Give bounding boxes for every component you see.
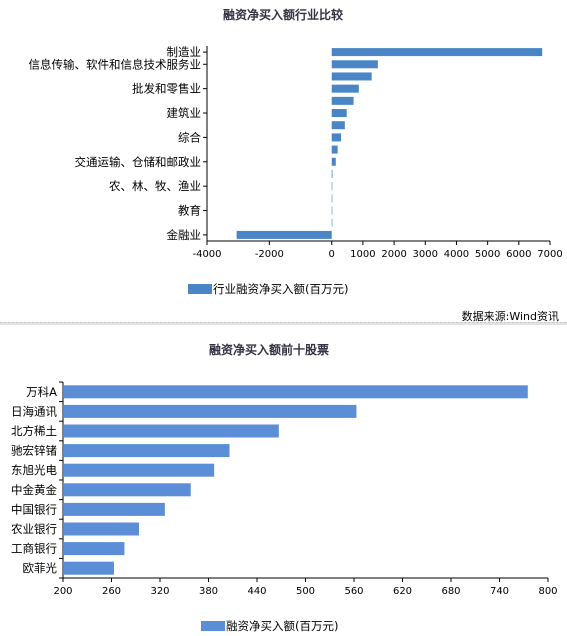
chart1-bar [331,133,342,142]
chart2-bar [64,483,191,497]
chart1-bar [331,218,333,227]
chart1-category-label: 金融业 [167,228,202,242]
chart2-bar [64,463,215,477]
chart1-bar [331,169,333,178]
source-note: 数据来源:Wind资讯 [462,309,559,323]
chart2-category-label: 欧菲光 [23,561,58,575]
chart2-category-label: 东旭光电 [11,463,57,477]
chart1-bar [331,182,333,191]
chart1-category-labels: 制造业信息传输、软件和信息技术服务业批发和零售业建筑业综合交通运输、仓储和邮政业… [29,45,202,242]
chart1-bar [331,206,333,215]
industry-chart: 融资净买入额行业比较 制造业信息传输、软件和信息技术服务业批发和零售业建筑业综合… [29,7,563,323]
chart1-legend-swatch [188,284,212,294]
chart2-legend: 融资净买入额(百万元) [201,619,338,633]
chart2-x-tick-label: 260 [102,586,121,597]
chart1-x-tick-label: 7000 [537,249,562,260]
chart2-title: 融资净买入额前十股票 [209,342,329,357]
chart2-bars [64,385,528,575]
chart1-x-ticks: -4000 -2000 0 1000 2000 3000 4000 5000 6000 7000 [192,241,563,260]
chart1-legend-label: 行业融资净买入额(百万元) [213,282,348,296]
chart2-category-label: 驰宏锌锗 [11,444,57,458]
chart1-category-label: 批发和零售业 [132,82,201,96]
chart2-bar [64,561,114,575]
chart2-x-tick-label: 560 [344,586,363,597]
chart1-x-tick-label: 3000 [413,249,438,260]
chart2-x-tick-label: 620 [393,586,412,597]
chart2-x-tick-label: 740 [490,586,509,597]
chart2-category-label: 中金黄金 [11,483,57,497]
chart2-bar [64,502,165,516]
chart1-x-tick-label: 1000 [350,249,375,260]
chart2-bar [64,404,357,418]
chart1-x-tick-label: 6000 [506,249,531,260]
chart1-legend: 行业融资净买入额(百万元) [188,282,348,296]
chart2-y-ticks [59,381,63,579]
chart1-category-label: 交通运输、仓储和邮政业 [75,155,202,169]
chart2-category-label: 日海通讯 [11,404,57,418]
chart1-category-label: 教育 [178,204,201,218]
chart1-bars [236,48,543,239]
chart1-category-label: 农、林、牧、渔业 [109,179,201,193]
chart1-title: 融资净买入额行业比较 [223,7,343,22]
chart2-x-tick-label: 680 [441,586,460,597]
chart2-x-tick-label: 200 [53,586,72,597]
chart2-bar [64,542,125,556]
chart1-x-tick-label: 5000 [475,249,500,260]
chart1-bar [331,194,333,203]
chart2-x-tick-label: 500 [296,586,315,597]
chart1-bar [331,84,359,93]
chart1-bar [331,157,336,166]
chart2-category-label: 工商银行 [11,542,57,556]
chart2-bar [64,424,279,438]
chart2-x-tick-label: 800 [538,586,557,597]
chart1-category-label: 信息传输、软件和信息技术服务业 [29,57,202,71]
chart1-y-ticks [203,51,207,236]
chart1-bar [331,60,378,69]
chart2-category-label: 万科A [26,385,57,399]
chart2-category-label: 农业银行 [11,522,57,536]
chart1-x-tick-label: 2000 [381,249,406,260]
chart1-bar [331,121,345,130]
chart2-x-tick-label: 380 [199,586,218,597]
chart1-x-tick-label: 0 [329,249,335,260]
chart1-x-tick-label: 4000 [444,249,469,260]
chart1-bar [331,48,543,57]
chart2-bar [64,444,230,458]
chart1-category-label: 建筑业 [167,106,202,120]
top-stocks-chart: 融资净买入额前十股票 万科A 日海通讯北方稀土驰宏锌锗东旭光电中金黄金中国银行农业… [11,342,558,633]
chart1-bar [331,96,354,105]
chart2-bar [64,385,528,399]
chart2-category-label: 中国银行 [11,502,57,516]
chart1-x-tick-label: -4000 [192,249,221,260]
chart1-bar [331,109,347,118]
chart1-x-tick-label: -2000 [255,249,284,260]
chart1-category-label: 综合 [178,130,201,144]
chart1-bar [236,230,332,239]
chart1-category-label: 制造业 [167,45,202,59]
chart2-legend-swatch [201,621,225,631]
chart2-x-tick-label: 320 [150,586,169,597]
chart1-bar [331,145,338,154]
chart1-bar [331,72,372,81]
chart2-category-label: 北方稀土 [11,424,57,438]
chart-divider [0,322,567,325]
chart2-x-tick-label: 440 [247,586,266,597]
chart2-x-ticks: 200 260 320 380 440 500 560 620 680 740 800 [53,578,558,597]
chart2-bar [64,522,139,536]
chart2-legend-label: 融资净买入额(百万元) [226,619,338,633]
